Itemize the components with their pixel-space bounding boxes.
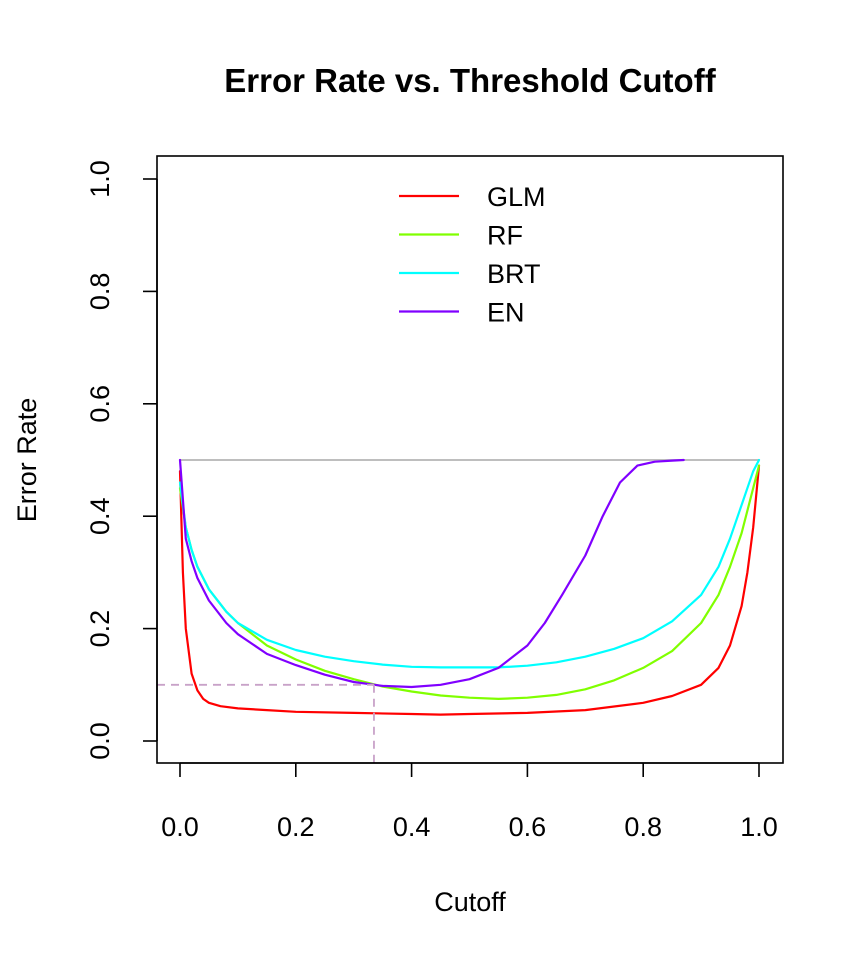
x-tick-label: 1.0 bbox=[740, 812, 778, 842]
legend-label-rf: RF bbox=[487, 221, 523, 251]
legend-label-brt: BRT bbox=[487, 259, 541, 289]
series-line-en bbox=[178, 458, 685, 689]
series-line-glm bbox=[178, 464, 761, 716]
x-tick-label: 0.6 bbox=[509, 812, 547, 842]
y-tick-label: 1.0 bbox=[85, 160, 115, 198]
y-tick-label: 0.2 bbox=[85, 610, 115, 648]
x-tick-label: 0.8 bbox=[624, 812, 662, 842]
series-line-brt bbox=[178, 458, 761, 669]
x-axis-label: Cutoff bbox=[434, 887, 506, 917]
y-tick-label: 0.4 bbox=[85, 497, 115, 535]
x-tick-label: 0.2 bbox=[277, 812, 315, 842]
x-tick-label: 0.0 bbox=[161, 812, 199, 842]
plot-area bbox=[157, 458, 761, 763]
legend: GLM RF BRT EN bbox=[399, 182, 546, 328]
y-tick-label: 0.0 bbox=[85, 722, 115, 760]
y-axis: 0.0 0.2 0.4 0.6 0.8 1.0 bbox=[85, 160, 158, 760]
y-axis-label: Error Rate bbox=[12, 398, 42, 523]
x-axis: 0.0 0.2 0.4 0.6 0.8 1.0 bbox=[161, 762, 778, 842]
y-tick-label: 0.6 bbox=[85, 385, 115, 423]
legend-label-glm: GLM bbox=[487, 182, 546, 212]
y-tick-label: 0.8 bbox=[85, 273, 115, 311]
x-tick-label: 0.4 bbox=[393, 812, 431, 842]
chart-title: Error Rate vs. Threshold Cutoff bbox=[224, 62, 716, 99]
legend-label-en: EN bbox=[487, 298, 525, 328]
